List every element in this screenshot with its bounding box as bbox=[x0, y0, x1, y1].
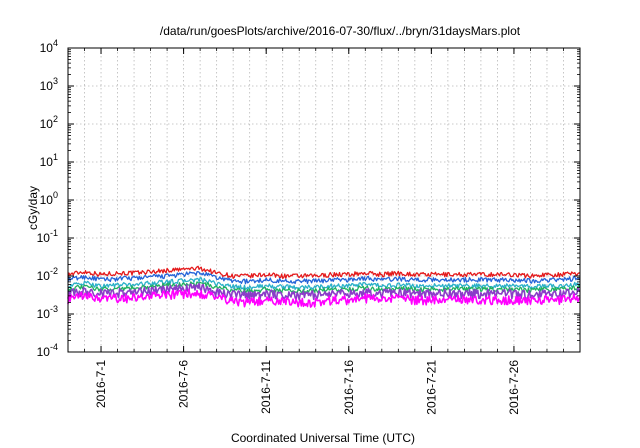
series-line bbox=[67, 265, 581, 279]
x-tick-labels: 2016-7-1 2016-7-6 2016-7-11 2016-7-16 2016-7… bbox=[84, 48, 564, 415]
x-tick-label: 2016-7-11 bbox=[259, 360, 273, 414]
y-tick-label: 100 bbox=[40, 190, 58, 207]
y-tick-label: 104 bbox=[40, 38, 58, 55]
x-tick-label: 2016-7-1 bbox=[94, 360, 108, 408]
series-line bbox=[67, 271, 581, 285]
y-tick-label: 101 bbox=[40, 152, 58, 169]
y-axis-label: cGy/day bbox=[26, 186, 40, 230]
grid bbox=[68, 48, 580, 352]
x-tick-label: 2016-7-21 bbox=[424, 360, 438, 415]
series-line bbox=[67, 277, 581, 291]
y-tick-label: 102 bbox=[40, 114, 58, 131]
y-tick-label: 10-3 bbox=[37, 304, 58, 321]
series-group bbox=[67, 265, 581, 308]
y-tick-label: 10-4 bbox=[37, 342, 58, 359]
y-tick-label: 103 bbox=[40, 76, 58, 93]
x-tick-label: 2016-7-16 bbox=[342, 360, 356, 415]
y-tick-labels: 10-4 10-3 10-2 10-1 100 101 102 103 104 bbox=[37, 38, 580, 359]
x-tick-label: 2016-7-26 bbox=[507, 360, 521, 415]
y-tick-label: 10-2 bbox=[37, 266, 58, 283]
x-axis-label: Coordinated Universal Time (UTC) bbox=[231, 431, 415, 445]
y-tick-label: 10-1 bbox=[37, 228, 58, 245]
series-line bbox=[67, 288, 581, 308]
chart-title: /data/run/goesPlots/archive/2016-07-30/f… bbox=[160, 24, 521, 38]
series-line bbox=[67, 282, 581, 301]
x-tick-label: 2016-7-6 bbox=[177, 360, 191, 408]
